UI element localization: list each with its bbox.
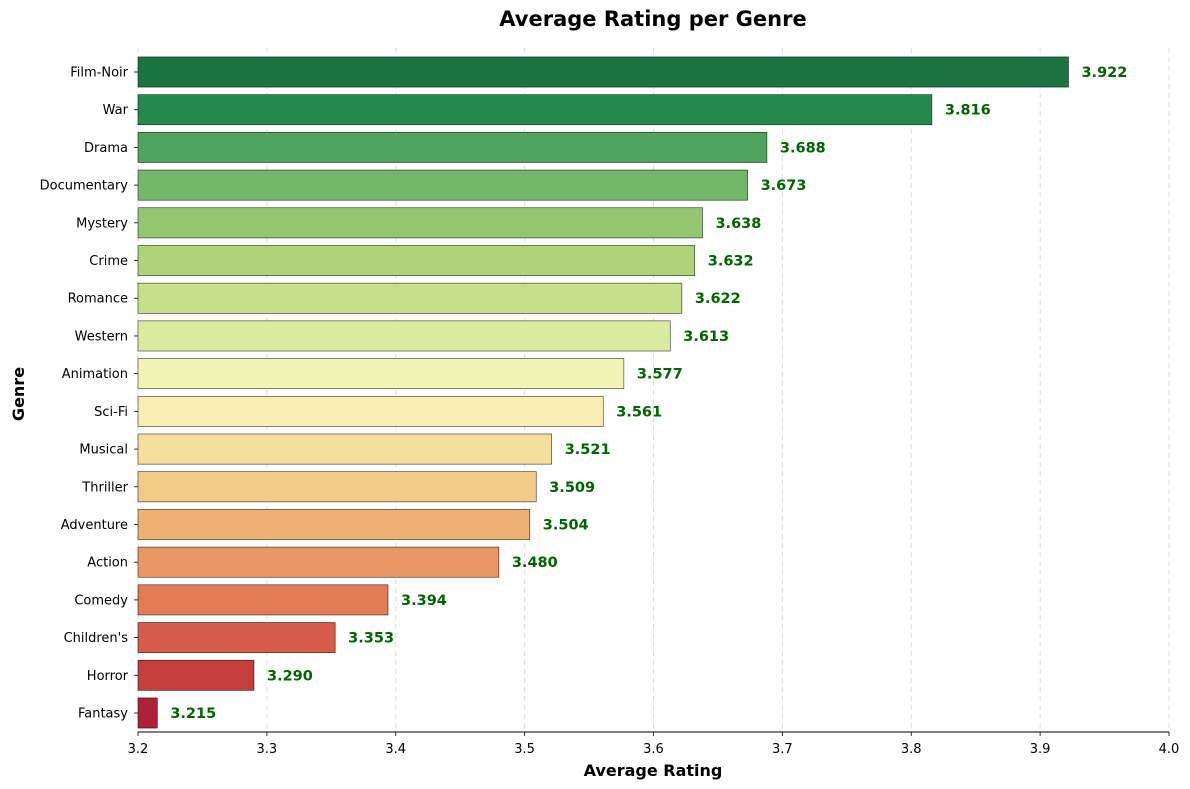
value-label-musical: 3.521 [565, 442, 611, 458]
bar-action [137, 546, 500, 578]
bar-drama [137, 132, 768, 163]
value-label-sci-fi: 3.561 [616, 404, 662, 420]
value-label-documentary: 3.673 [761, 178, 807, 194]
bar-thriller [137, 471, 537, 503]
bar-animation [137, 358, 625, 390]
value-label-romance: 3.622 [695, 291, 741, 307]
y-tick-label-fantasy: Fantasy [78, 707, 128, 722]
bar-fantasy [137, 697, 158, 729]
y-tick-label-comedy: Comedy [74, 593, 128, 608]
x-tick-label: 3.3 [257, 742, 278, 757]
bar-film-noir [137, 56, 1069, 88]
chart-title: Average Rating per Genre [499, 7, 806, 31]
y-tick-label-western: Western [75, 329, 128, 344]
x-tick-label: 3.7 [772, 742, 793, 757]
y-tick-label-mystery: Mystery [76, 216, 128, 231]
y-tick-label-drama: Drama [84, 141, 128, 156]
y-tick-labels: Film-Noir War Drama Documentary Mystery Crime… [40, 66, 138, 722]
bar-children-s [137, 622, 336, 653]
bar-romance [137, 282, 683, 314]
y-tick-label-war: War [103, 103, 129, 118]
value-label-children-s: 3.353 [348, 631, 394, 647]
bar-war [137, 94, 933, 126]
bar-western [137, 320, 671, 352]
grid-lines [137, 48, 1170, 732]
value-label-adventure: 3.504 [543, 517, 589, 533]
x-tick-label: 4.0 [1159, 742, 1180, 757]
x-tick-label: 3.8 [901, 742, 922, 757]
value-label-thriller: 3.509 [549, 480, 595, 496]
bar-sci-fi [137, 395, 604, 427]
bar-adventure [137, 509, 531, 540]
value-label-western: 3.613 [683, 329, 729, 345]
y-tick-label-crime: Crime [89, 254, 128, 269]
x-axis-label: Average Rating [584, 761, 723, 780]
bar-crime [137, 245, 696, 276]
y-tick-label-action: Action [87, 556, 128, 571]
y-tick-label-thriller: Thriller [81, 480, 128, 495]
value-label-drama: 3.688 [780, 140, 826, 156]
x-tick-labels: 3.2 3.3 3.4 3.5 3.6 3.7 3.8 3.9 4.0 [128, 732, 1180, 757]
value-label-action: 3.480 [512, 555, 558, 571]
bar-musical [137, 433, 552, 465]
y-tick-label-film-noir: Film-Noir [70, 66, 128, 81]
y-tick-label-documentary: Documentary [40, 179, 129, 194]
value-label-animation: 3.577 [637, 367, 683, 383]
x-tick-label: 3.6 [643, 742, 664, 757]
y-tick-label-children-s: Children's [64, 631, 129, 646]
x-tick-label: 3.9 [1030, 742, 1051, 757]
x-tick-label: 3.5 [514, 742, 535, 757]
value-label-comedy: 3.394 [401, 593, 447, 609]
y-tick-label-horror: Horror [87, 669, 129, 684]
bar-comedy [137, 584, 389, 616]
y-tick-label-animation: Animation [62, 367, 128, 382]
value-label-war: 3.816 [945, 103, 991, 119]
y-tick-label-sci-fi: Sci-Fi [94, 405, 128, 420]
value-label-fantasy: 3.215 [170, 706, 216, 722]
value-label-horror: 3.290 [267, 668, 313, 684]
bar-mystery [137, 207, 703, 239]
value-labels: 3.922 3.816 3.688 3.673 3.638 3.632 3.622 3.613… [170, 65, 1127, 722]
value-label-mystery: 3.638 [715, 216, 761, 232]
value-label-film-noir: 3.922 [1081, 65, 1127, 81]
y-tick-label-musical: Musical [79, 443, 128, 458]
value-label-crime: 3.632 [708, 254, 754, 270]
bar-documentary [137, 169, 748, 201]
x-tick-label: 3.2 [128, 742, 149, 757]
y-axis-label: Genre [9, 367, 28, 421]
y-tick-label-adventure: Adventure [61, 518, 128, 533]
bars [137, 56, 1069, 729]
bar-horror [137, 659, 255, 691]
y-tick-label-romance: Romance [68, 292, 128, 307]
x-tick-label: 3.4 [385, 742, 406, 757]
